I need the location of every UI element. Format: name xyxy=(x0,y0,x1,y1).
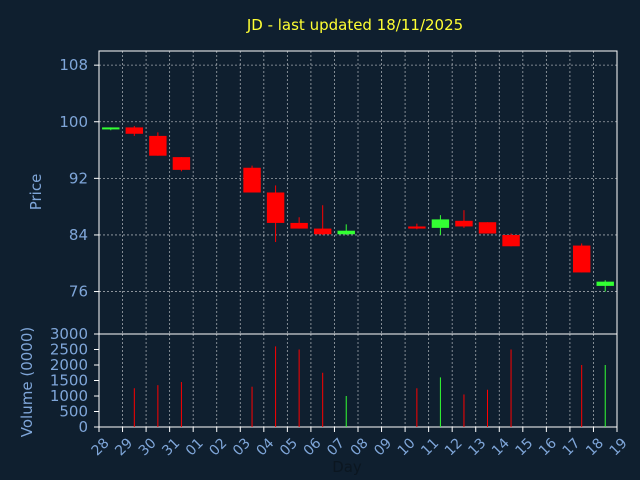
x-tick-label: 11 xyxy=(418,435,442,459)
candle-body xyxy=(172,157,191,170)
x-tick-label: 02 xyxy=(206,435,230,459)
x-tick-label: 01 xyxy=(183,435,207,459)
x-tick-label: 09 xyxy=(371,435,395,459)
price-tick-label: 108 xyxy=(59,56,88,74)
candle-body xyxy=(431,219,450,228)
candle-body xyxy=(313,228,332,235)
candle-body xyxy=(408,226,426,229)
candle-body xyxy=(149,135,167,156)
volume-tick-label: 1500 xyxy=(50,372,88,390)
candle-body xyxy=(596,281,614,286)
candle-body xyxy=(478,222,497,234)
x-tick-label: 19 xyxy=(607,435,631,459)
x-tick-label: 07 xyxy=(324,435,348,459)
x-tick-label: 16 xyxy=(536,435,560,459)
x-axis: 28 29 30 31 01 02 03 04 05 06 07 08 09 10 11 12 13 14 15 16… xyxy=(89,427,631,459)
volume-tick-label: 0 xyxy=(78,418,88,436)
volume-tick-label: 500 xyxy=(59,403,88,421)
price-panel: 108 100 92 84 76 xyxy=(59,50,618,335)
volume-tick-label: 3000 xyxy=(50,325,88,343)
candle-body xyxy=(337,230,355,235)
x-tick-label: 12 xyxy=(442,435,466,459)
candle-body xyxy=(455,220,473,227)
x-tick-label: 04 xyxy=(254,435,278,459)
x-tick-label: 29 xyxy=(112,435,136,459)
price-axis-label: Price xyxy=(27,174,45,211)
chart-title: JD - last updated 18/11/2025 xyxy=(246,16,463,34)
x-tick-label: 08 xyxy=(348,435,372,459)
candle-body xyxy=(502,234,520,247)
x-tick-label: 17 xyxy=(560,435,584,459)
x-tick-label: 05 xyxy=(277,435,301,459)
x-tick-label: 13 xyxy=(465,435,489,459)
x-tick-label: 28 xyxy=(89,435,113,459)
price-tick-label: 92 xyxy=(69,169,88,187)
volume-tick-label: 2500 xyxy=(50,341,88,359)
x-tick-label: 30 xyxy=(136,435,160,459)
x-tick-label: 15 xyxy=(513,435,537,459)
candle-body xyxy=(102,127,120,130)
x-tick-label: 10 xyxy=(395,435,419,459)
candle-body xyxy=(125,127,144,134)
x-tick-label: 18 xyxy=(583,435,607,459)
volume-tick-label: 2000 xyxy=(50,356,88,374)
x-tick-label: 06 xyxy=(301,435,325,459)
candle-body xyxy=(572,245,591,273)
volume-axis-label: Volume (0000) xyxy=(18,327,36,437)
candle-body xyxy=(266,192,285,223)
price-tick-label: 76 xyxy=(69,283,88,301)
price-tick-label: 100 xyxy=(59,113,88,131)
x-axis-label: Day xyxy=(332,458,362,476)
x-tick-label: 14 xyxy=(489,435,513,459)
x-tick-label: 03 xyxy=(230,435,254,459)
x-tick-label: 31 xyxy=(159,435,183,459)
candle-body xyxy=(290,222,308,229)
volume-tick-label: 1000 xyxy=(50,387,88,405)
candle-body xyxy=(243,167,261,193)
price-tick-label: 84 xyxy=(69,226,88,244)
